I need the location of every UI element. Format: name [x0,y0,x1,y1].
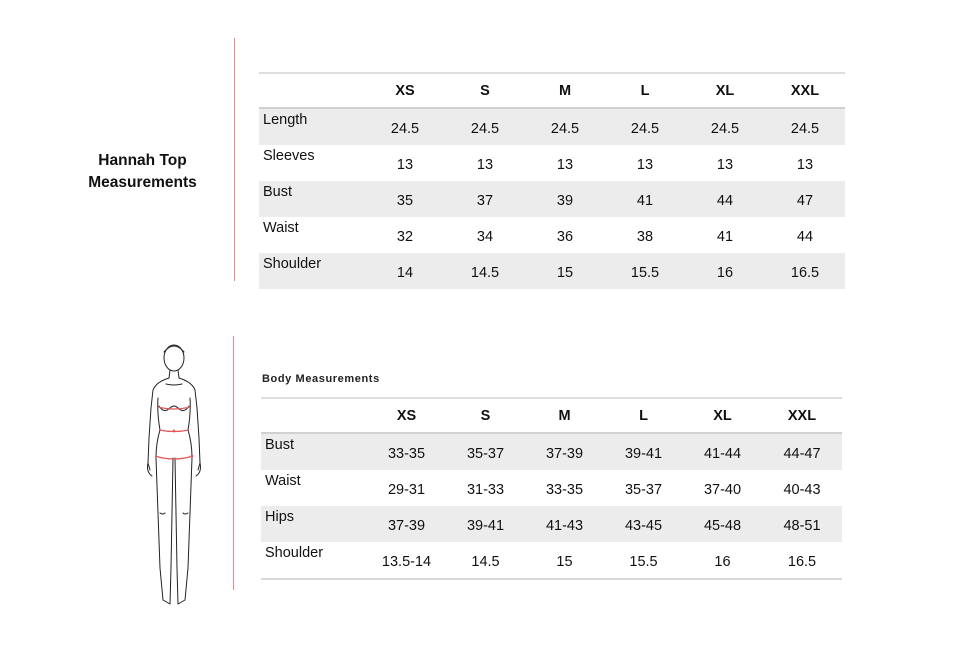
table-cell: 37-39 [367,506,446,542]
column-header-s: S [445,72,525,109]
product-title: Hannah Top Measurements [70,150,215,194]
table-cell: 15.5 [605,253,685,289]
table-cell: 14 [365,253,445,289]
row-label: Shoulder [259,253,365,289]
table-cell: 45-48 [683,506,762,542]
table-cell: 24.5 [605,108,685,145]
column-header-m: M [525,72,605,109]
bust-measure-line [157,406,191,410]
table-row: Length 24.5 24.5 24.5 24.5 24.5 24.5 [259,108,845,145]
column-header-s: S [446,397,525,434]
table-cell: 29-31 [387,481,426,498]
table-header-row: XS S M L XL XXL [261,397,842,434]
table-cell: 24.5 [525,108,605,145]
body-figure-icon [147,344,201,605]
table-row: Waist 29-31 31-33 33-35 35-37 37-40 40-4… [261,470,842,506]
row-label: Bust [259,181,365,217]
table-cell: 32 [396,228,414,245]
table-cell: 15 [525,542,604,580]
product-title-line2: Measurements [88,174,197,191]
row-label: Sleeves [263,148,315,164]
table-cell: 33-35 [367,433,446,470]
section-divider-bottom [233,336,234,590]
table-cell: 31-33 [466,481,505,498]
body-measurements-heading: Body Measurements [262,373,380,385]
table-cell: 44 [796,228,814,245]
table-cell: 33-35 [545,481,584,498]
table-cell: 43-45 [604,506,683,542]
column-header-m: M [525,397,604,434]
table-cell: 37 [445,181,525,217]
column-header-xs: XS [367,397,446,434]
table-cell: 13 [636,156,654,173]
table-cell: 13 [556,156,574,173]
table-cell: 35-37 [446,433,525,470]
table-cell: 38 [636,228,654,245]
table-cell: 16.5 [762,542,842,580]
column-header-xl: XL [683,397,762,434]
row-label: Bust [261,433,367,470]
table-cell: 37-40 [703,481,742,498]
table-row: Bust 33-35 35-37 37-39 39-41 41-44 44-47 [261,433,842,470]
table-cell: 13.5-14 [367,542,446,580]
table-cell: 13 [716,156,734,173]
table-cell: 24.5 [765,108,845,145]
hips-measure-line [154,455,194,460]
table-cell: 48-51 [762,506,842,542]
product-title-line1: Hannah Top [98,152,187,169]
table-cell: 41 [605,181,685,217]
table-cell: 39 [525,181,605,217]
table-cell: 35-37 [624,481,663,498]
table-cell: 41-44 [683,433,762,470]
column-header [261,397,367,434]
table-cell: 24.5 [365,108,445,145]
table-row: Bust 35 37 39 41 44 47 [259,181,845,217]
table-row: Hips 37-39 39-41 41-43 43-45 45-48 48-51 [261,506,842,542]
table-cell: 16 [683,542,762,580]
table-cell: 13 [396,156,414,173]
table-cell: 44-47 [762,433,842,470]
table-cell: 14.5 [446,542,525,580]
column-header-xxl: XXL [762,397,842,434]
body-size-table: XS S M L XL XXL Bust 33-35 35-37 37-39 3… [261,397,842,580]
table-cell: 39-41 [446,506,525,542]
column-header-l: L [604,397,683,434]
table-cell: 44 [685,181,765,217]
table-cell: 24.5 [445,108,525,145]
table-row: Shoulder 13.5-14 14.5 15 15.5 16 16.5 [261,542,842,580]
column-header [259,72,365,109]
table-cell: 41-43 [525,506,604,542]
table-cell: 40-43 [783,481,821,498]
table-cell: 15.5 [604,542,683,580]
table-cell: 13 [796,156,814,173]
table-cell: 16 [685,253,765,289]
row-label: Shoulder [261,542,367,580]
column-header-l: L [605,72,685,109]
table-cell: 24.5 [685,108,765,145]
table-row: Sleeves 13 13 13 13 13 13 [259,145,845,181]
table-row: Shoulder 14 14.5 15 15.5 16 16.5 [259,253,845,289]
section-divider-top [234,38,235,281]
row-label: Waist [265,473,301,489]
column-header-xs: XS [365,72,445,109]
column-header-xxl: XXL [765,72,845,109]
table-cell: 34 [476,228,494,245]
table-row: Waist 32 34 36 38 41 44 [259,217,845,253]
row-label: Hips [261,506,367,542]
garment-size-table: XS S M L XL XXL Length 24.5 24.5 24.5 24… [259,72,845,289]
table-cell: 16.5 [765,253,845,289]
table-header-row: XS S M L XL XXL [259,72,845,109]
table-cell: 37-39 [525,433,604,470]
table-cell: 14.5 [445,253,525,289]
table-cell: 41 [716,228,734,245]
row-label: Length [259,108,365,145]
table-cell: 13 [476,156,494,173]
table-cell: 36 [556,228,574,245]
row-label: Waist [263,220,299,236]
table-cell: 35 [365,181,445,217]
table-cell: 15 [525,253,605,289]
table-cell: 47 [765,181,845,217]
column-header-xl: XL [685,72,765,109]
table-cell: 39-41 [604,433,683,470]
